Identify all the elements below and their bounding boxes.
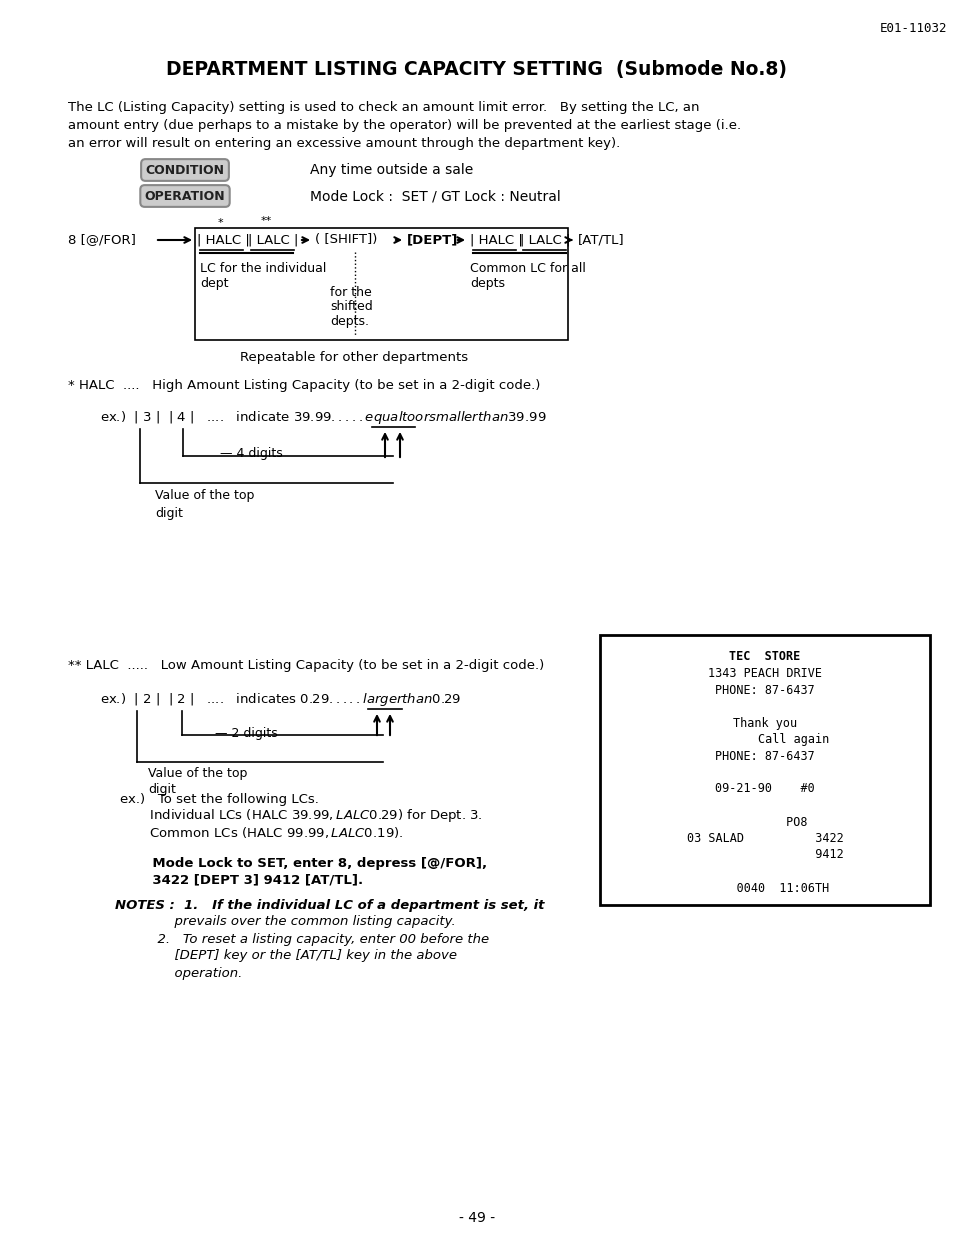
Text: PHONE: 87-6437: PHONE: 87-6437 <box>715 684 814 696</box>
Text: E01-11032: E01-11032 <box>879 21 946 35</box>
Text: — 2 digits: — 2 digits <box>214 726 277 740</box>
Text: Thank you: Thank you <box>732 716 796 730</box>
Text: Call again: Call again <box>700 733 828 746</box>
Text: Mode Lock to SET, enter 8, depress [@/FOR],: Mode Lock to SET, enter 8, depress [@/FO… <box>120 857 487 871</box>
Text: dept: dept <box>200 278 229 290</box>
Text: PO8: PO8 <box>721 815 807 829</box>
Text: ex.)  | 2 |  | 2 |   ....   indicates $0.29  .....   larger than $0.29: ex.) | 2 | | 2 | .... indicates $0.29 ..… <box>100 691 461 709</box>
Text: **: ** <box>260 216 272 225</box>
Text: | HALC |: | HALC | <box>196 233 250 247</box>
Text: [AT/TL]: [AT/TL] <box>578 233 624 247</box>
Text: digit: digit <box>154 507 183 519</box>
Text: depts.: depts. <box>330 316 369 328</box>
Text: operation.: operation. <box>115 966 242 980</box>
Text: Common LCs (HALC $99.99, LALC $0.19).: Common LCs (HALC $99.99, LALC $0.19). <box>120 824 403 840</box>
Text: — 4 digits: — 4 digits <box>220 446 282 460</box>
Text: [DEPT]: [DEPT] <box>407 233 457 247</box>
Text: Mode Lock :  SET / GT Lock : Neutral: Mode Lock : SET / GT Lock : Neutral <box>310 190 560 203</box>
Text: Common LC for all: Common LC for all <box>470 261 585 275</box>
Text: digit: digit <box>148 783 175 797</box>
Text: OPERATION: OPERATION <box>145 190 225 202</box>
Text: Individual LCs (HALC $39.99, LALC $0.29) for Dept. 3.: Individual LCs (HALC $39.99, LALC $0.29)… <box>120 808 482 824</box>
Text: CONDITION: CONDITION <box>146 164 224 176</box>
Text: *: * <box>217 218 223 228</box>
Text: 2.   To reset a listing capacity, enter 00 before the: 2. To reset a listing capacity, enter 00… <box>115 933 489 945</box>
Text: [DEPT] key or the [AT/TL] key in the above: [DEPT] key or the [AT/TL] key in the abo… <box>115 949 456 963</box>
Text: The LC (Listing Capacity) setting is used to check an amount limit error.   By s: The LC (Listing Capacity) setting is use… <box>68 102 699 114</box>
Text: | LALC |: | LALC | <box>519 233 570 247</box>
Text: 03 SALAD          3422: 03 SALAD 3422 <box>686 833 842 845</box>
Text: | HALC |: | HALC | <box>470 233 522 247</box>
Text: Value of the top: Value of the top <box>148 767 247 781</box>
Text: Repeatable for other departments: Repeatable for other departments <box>240 351 468 363</box>
Text: Value of the top: Value of the top <box>154 489 254 503</box>
Text: 09-21-90    #0: 09-21-90 #0 <box>715 783 814 795</box>
Text: - 49 -: - 49 - <box>458 1211 495 1225</box>
Text: * HALC  ....   High Amount Listing Capacity (to be set in a 2-digit code.): * HALC .... High Amount Listing Capacity… <box>68 378 539 392</box>
Text: LC for the individual: LC for the individual <box>200 261 326 275</box>
Text: DEPARTMENT LISTING CAPACITY SETTING  (Submode No.8): DEPARTMENT LISTING CAPACITY SETTING (Sub… <box>167 61 786 79</box>
Text: depts: depts <box>470 278 504 290</box>
Text: 9412: 9412 <box>686 849 842 861</box>
Text: Any time outside a sale: Any time outside a sale <box>310 164 473 177</box>
Text: ex.)   To set the following LCs.: ex.) To set the following LCs. <box>120 793 318 807</box>
Text: 8 [@/FOR]: 8 [@/FOR] <box>68 233 135 247</box>
Text: TEC  STORE: TEC STORE <box>729 650 800 664</box>
Text: for the: for the <box>330 285 372 299</box>
Text: an error will result on entering an excessive amount through the department key): an error will result on entering an exce… <box>68 138 619 150</box>
Text: ex.)  | 3 |  | 4 |   ....   indicate $39.99  .....   equal to or smaller than $3: ex.) | 3 | | 4 | .... indicate $39.99 ..… <box>100 410 546 426</box>
Text: NOTES :  1.   If the individual LC of a department is set, it: NOTES : 1. If the individual LC of a dep… <box>115 898 544 912</box>
Text: amount entry (due perhaps to a mistake by the operator) will be prevented at the: amount entry (due perhaps to a mistake b… <box>68 119 740 133</box>
Text: ** LALC  .....   Low Amount Listing Capacity (to be set in a 2-digit code.): ** LALC ..... Low Amount Listing Capacit… <box>68 658 543 672</box>
Text: ( [SHIFT]): ( [SHIFT]) <box>314 233 377 247</box>
Text: | LALC |: | LALC | <box>248 233 298 247</box>
Text: 1343 PEACH DRIVE: 1343 PEACH DRIVE <box>707 667 821 680</box>
Text: PHONE: 87-6437: PHONE: 87-6437 <box>715 750 814 762</box>
Text: shifted: shifted <box>330 301 373 313</box>
Text: 3422 [DEPT 3] 9412 [AT/TL].: 3422 [DEPT 3] 9412 [AT/TL]. <box>120 873 363 886</box>
Text: prevails over the common listing capacity.: prevails over the common listing capacit… <box>115 916 456 928</box>
Text: 0040  11:06TH: 0040 11:06TH <box>700 881 828 895</box>
